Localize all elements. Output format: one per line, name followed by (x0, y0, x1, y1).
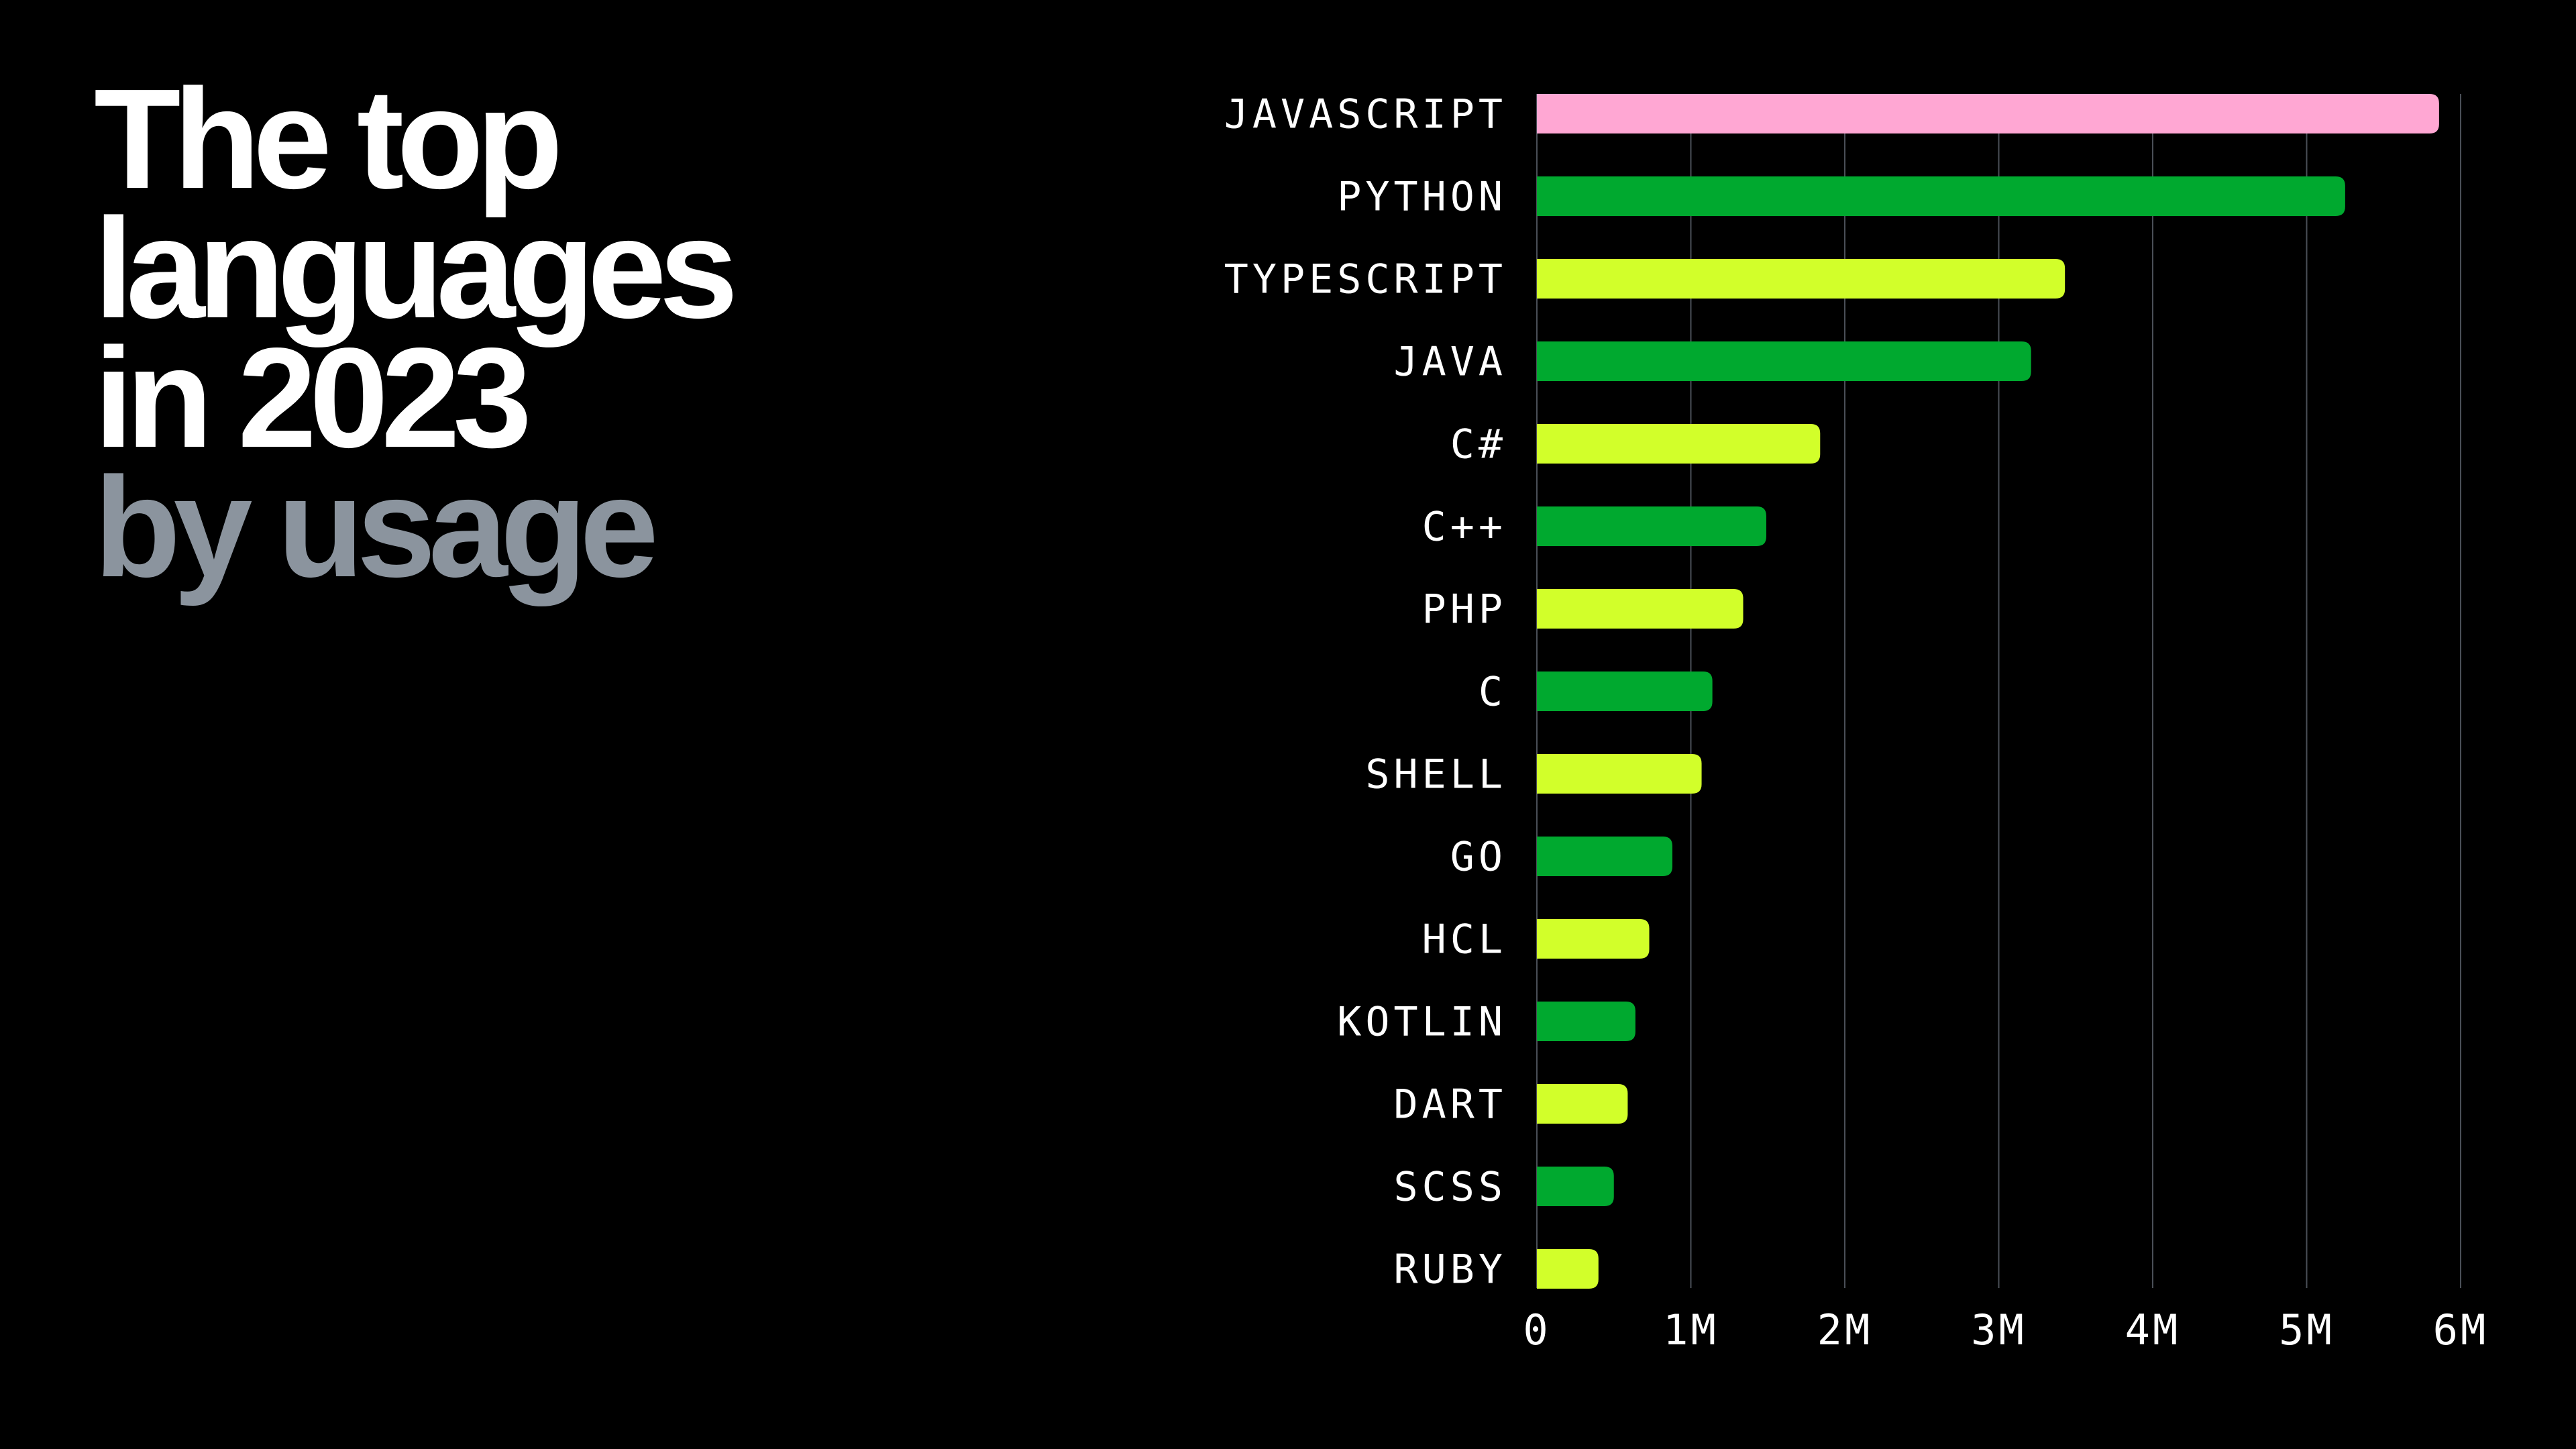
category-label: RUBY (1394, 1246, 1507, 1293)
category-label: HCL (1422, 916, 1507, 963)
category-label: PYTHON (1337, 174, 1507, 221)
bar-java (1537, 341, 2031, 381)
x-tick-label: 6M (2433, 1305, 2489, 1354)
bar-hcl (1537, 919, 1650, 959)
bar-scss (1537, 1167, 1614, 1206)
bar-go (1537, 837, 1672, 876)
category-label: GO (1450, 834, 1507, 881)
bar-typescript (1537, 259, 2065, 299)
bar-csharp (1537, 424, 1821, 464)
category-label: C# (1450, 421, 1507, 468)
category-label: SCSS (1394, 1164, 1507, 1211)
bar-kotlin (1537, 1002, 1635, 1041)
title-line-2: languages (94, 189, 739, 347)
title-subtitle: by usage (94, 447, 659, 606)
category-label: C (1479, 669, 1507, 716)
page-title: The top languages in 2023 by usage (94, 59, 739, 606)
bar-ruby (1537, 1249, 1599, 1289)
category-label: SHELL (1365, 751, 1507, 798)
bar-dart (1537, 1084, 1628, 1124)
category-label: KOTLIN (1337, 999, 1507, 1046)
x-tick-label: 2M (1817, 1305, 1873, 1354)
x-tick-label: 1M (1663, 1305, 1719, 1354)
bar-shell (1537, 754, 1702, 794)
x-tick-label: 3M (1971, 1305, 2027, 1354)
category-label: TYPESCRIPT (1224, 256, 1507, 303)
x-tick-label: 4M (2125, 1305, 2181, 1354)
category-label: PHP (1422, 586, 1507, 633)
bar-cpp (1537, 506, 1766, 546)
title-line-3: in 2023 (94, 318, 532, 477)
category-label: C++ (1422, 504, 1507, 551)
category-label: JAVASCRIPT (1224, 91, 1507, 138)
bar-python (1537, 176, 2345, 216)
x-tick-label: 0 (1523, 1305, 1550, 1354)
category-label: JAVA (1394, 339, 1507, 386)
bar-c (1537, 672, 1713, 711)
bar-php (1537, 589, 1743, 629)
x-tick-label: 5M (2279, 1305, 2334, 1354)
title-line-1: The top (94, 59, 563, 218)
bar-javascript (1537, 94, 2439, 133)
category-label: DART (1394, 1081, 1507, 1128)
